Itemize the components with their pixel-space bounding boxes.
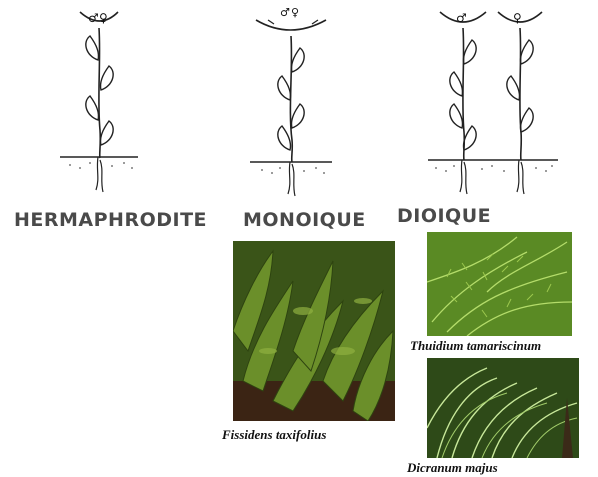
female-symbol: ♀ (513, 11, 522, 25)
label-monoique: MONOIQUE (243, 209, 366, 231)
thuidium-photo (427, 232, 572, 336)
label-hermaphrodite: HERMAPHRODITE (14, 209, 208, 231)
fissidens-photo (233, 241, 395, 421)
male-symbol: ♂ (456, 11, 467, 25)
male-symbol: ♂ (88, 11, 99, 25)
female-symbol: ♀ (291, 6, 299, 19)
caption-fissidens: Fissidens taxifolius (222, 427, 327, 442)
male-symbol: ♂ (280, 6, 290, 19)
female-symbol: ♀ (99, 11, 108, 25)
hermaphrodite-plant: ♂ ♀ (60, 11, 138, 193)
dicranum-photo (427, 358, 579, 458)
caption-dicranum: Dicranum majus (407, 460, 498, 475)
monoique-plant: ♂ ♀ (250, 6, 332, 197)
dioique-female-plant: ♀ (497, 11, 543, 195)
caption-thuidium: Thuidium tamariscinum (410, 338, 542, 353)
moss-sexuality-diagram: ♂ ♀ ♂ ♀ ♂ ♀ (60, 6, 558, 197)
label-dioique: DIOIQUE (397, 205, 492, 227)
dioique-male-plant: ♂ (439, 11, 487, 195)
